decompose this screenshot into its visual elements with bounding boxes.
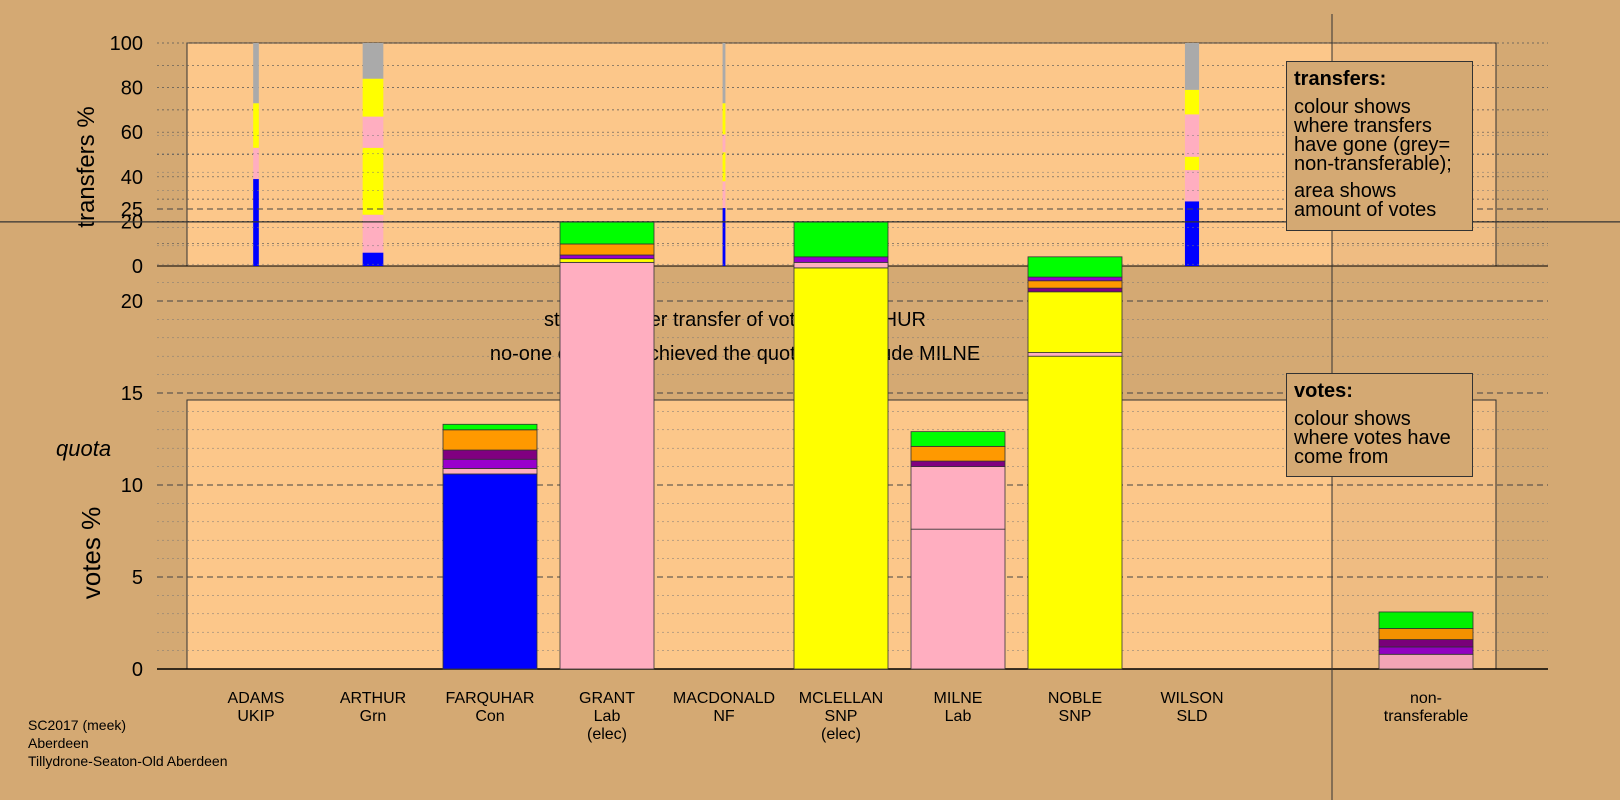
candidate-name: FARQUHAR	[446, 690, 535, 707]
transfer-segment-adams	[253, 147, 259, 180]
vote-segment-mclellan	[793, 256, 889, 263]
credits-council: Aberdeen	[28, 735, 89, 751]
votes-tick-label: 0	[132, 659, 143, 681]
vote-segment-farquhar	[442, 468, 538, 475]
vote-segment-farquhar	[442, 449, 538, 460]
votes-y-ticks: 0 5 10 15 20 25	[121, 199, 143, 681]
transfer-segment-arthur	[362, 116, 384, 148]
transfer-segment-macdonald	[722, 152, 726, 182]
votes-legend-title: votes:	[1294, 380, 1353, 402]
transfer-segment-macdonald	[722, 181, 726, 209]
candidate-name: GRANT	[579, 690, 635, 707]
votes-tick-label: 15	[121, 383, 143, 405]
candidate-name: ARTHUR	[340, 690, 406, 707]
candidate-name: MACDONALD	[673, 690, 775, 707]
vote-segment-milne	[910, 445, 1006, 462]
candidate-name: MILNE	[934, 690, 983, 707]
votes-legend-colour-note: colour shows where votes have come from	[1294, 408, 1451, 468]
transfer-segment-wilson	[1184, 201, 1200, 266]
transfer-segment-wilson	[1184, 170, 1200, 202]
transfer-segment-arthur	[362, 252, 384, 266]
vote-segment-grant	[559, 254, 655, 260]
candidate-name: ADAMS	[228, 690, 285, 707]
transfers-legend: transfers: colour shows where transfers …	[1286, 61, 1473, 231]
transfers-legend-title: transfers:	[1294, 68, 1387, 90]
vote-segment-grant	[559, 243, 655, 256]
transfer-segment-arthur	[362, 147, 384, 215]
credits-election: SC2017 (meek)	[28, 717, 127, 733]
transfers-tick-label: 80	[121, 78, 143, 100]
transfers-tick-label: 60	[121, 122, 143, 144]
credits: SC2017 (meek) Aberdeen Tillydrone-Seaton…	[28, 716, 228, 770]
transfers-tick-label: 100	[110, 33, 143, 55]
transfer-segment-macdonald	[722, 103, 726, 135]
vote-segment-grant	[559, 258, 655, 263]
transfer-segment-adams	[253, 43, 259, 104]
candidate-party: SLD	[1176, 708, 1207, 725]
votes-tick-label: 25	[121, 199, 143, 221]
candidate-party: SNP	[1059, 708, 1092, 725]
transfers-tick-label: 0	[132, 256, 143, 278]
votes-tick-label: 20	[121, 291, 143, 313]
candidate-party: NF	[713, 708, 735, 725]
vote-segment-non-transferable	[1378, 611, 1474, 629]
transfer-segment-wilson	[1184, 156, 1200, 171]
candidate-party: UKIP	[237, 708, 274, 725]
votes-tick-label: 5	[132, 567, 143, 589]
vote-bars	[0, 221, 1620, 670]
candidate-name: MCLELLAN	[799, 690, 883, 707]
votes-tick-label: 10	[121, 475, 143, 497]
transfers-legend-colour-note: colour shows where transfers have gone (…	[1294, 96, 1452, 175]
transfers-legend-area-note: area shows amount of votes	[1294, 180, 1437, 221]
vote-segment-farquhar	[442, 458, 538, 469]
transfer-segment-arthur	[362, 43, 384, 79]
vote-segment-grant	[559, 261, 655, 670]
candidate-party: Lab	[945, 708, 972, 725]
transfer-segment-macdonald	[722, 208, 726, 266]
quota-label: quota	[56, 436, 111, 461]
vote-segment-mclellan	[793, 221, 889, 258]
vote-segment-mclellan	[793, 267, 889, 670]
transfers-tick-label: 40	[121, 167, 143, 189]
credits-ward: Tillydrone-Seaton-Old Aberdeen	[28, 753, 228, 769]
votes-legend: votes: colour shows where votes have com…	[1286, 373, 1473, 477]
transfer-segment-wilson	[1184, 89, 1200, 115]
candidate-party: Con	[475, 708, 504, 725]
candidate-name: non-	[1410, 690, 1442, 707]
transfer-segment-adams	[253, 103, 259, 148]
transfer-segment-macdonald	[722, 43, 726, 104]
candidate-party: transferable	[1384, 708, 1469, 725]
candidate-status: (elec)	[821, 726, 861, 743]
transfer-segment-arthur	[362, 214, 384, 253]
candidate-name: NOBLE	[1048, 690, 1102, 707]
vote-segment-mclellan	[793, 261, 889, 269]
votes-y-axis-label: votes %	[76, 507, 106, 600]
vote-segment-grant	[559, 221, 655, 245]
candidate-party: Lab	[594, 708, 621, 725]
transfer-segment-wilson	[1184, 43, 1200, 90]
vote-segment-noble	[1027, 355, 1123, 670]
candidate-status: (elec)	[587, 726, 627, 743]
vote-segment-milne	[910, 431, 1006, 447]
vote-segment-milne	[910, 460, 1006, 467]
transfer-segment-arthur	[362, 78, 384, 117]
vote-segment-milne	[910, 466, 1006, 530]
vote-segment-noble	[1027, 276, 1123, 282]
candidate-labels: ADAMSUKIPARTHURGrnFARQUHARConGRANTLab(el…	[228, 690, 1469, 743]
transfer-segment-macdonald	[722, 134, 726, 153]
transfers-y-axis-label: transfers %	[73, 106, 100, 227]
vote-segment-noble	[1027, 256, 1123, 278]
candidate-party: Grn	[360, 708, 387, 725]
vote-segment-noble	[1027, 287, 1123, 293]
vote-segment-farquhar	[442, 473, 538, 670]
vote-segment-milne	[910, 528, 1006, 670]
vote-segment-noble	[1027, 291, 1123, 353]
candidate-party: SNP	[825, 708, 858, 725]
vote-segment-farquhar	[442, 429, 538, 451]
vote-segment-farquhar	[442, 423, 538, 431]
vote-segment-noble	[1027, 280, 1123, 289]
vote-segment-noble	[1027, 352, 1123, 357]
candidate-name: WILSON	[1160, 690, 1223, 707]
